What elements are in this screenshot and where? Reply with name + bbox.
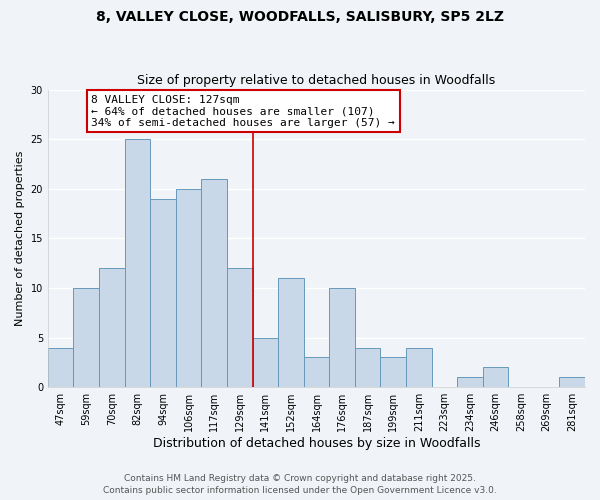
Y-axis label: Number of detached properties: Number of detached properties xyxy=(15,150,25,326)
Text: 8 VALLEY CLOSE: 127sqm
← 64% of detached houses are smaller (107)
34% of semi-de: 8 VALLEY CLOSE: 127sqm ← 64% of detached… xyxy=(91,94,395,128)
Bar xyxy=(176,189,202,387)
Bar xyxy=(304,358,329,387)
Bar xyxy=(125,139,150,387)
Bar xyxy=(457,378,482,387)
Bar xyxy=(482,368,508,387)
Bar xyxy=(380,358,406,387)
Bar xyxy=(406,348,431,387)
Bar xyxy=(48,348,73,387)
Text: 8, VALLEY CLOSE, WOODFALLS, SALISBURY, SP5 2LZ: 8, VALLEY CLOSE, WOODFALLS, SALISBURY, S… xyxy=(96,10,504,24)
Bar xyxy=(73,288,99,387)
Bar xyxy=(99,268,125,387)
Bar xyxy=(559,378,585,387)
Title: Size of property relative to detached houses in Woodfalls: Size of property relative to detached ho… xyxy=(137,74,496,87)
Bar xyxy=(329,288,355,387)
Bar xyxy=(202,179,227,387)
X-axis label: Distribution of detached houses by size in Woodfalls: Distribution of detached houses by size … xyxy=(153,437,480,450)
Bar xyxy=(355,348,380,387)
Text: Contains HM Land Registry data © Crown copyright and database right 2025.
Contai: Contains HM Land Registry data © Crown c… xyxy=(103,474,497,495)
Bar xyxy=(227,268,253,387)
Bar xyxy=(253,338,278,387)
Bar xyxy=(278,278,304,387)
Bar xyxy=(150,198,176,387)
